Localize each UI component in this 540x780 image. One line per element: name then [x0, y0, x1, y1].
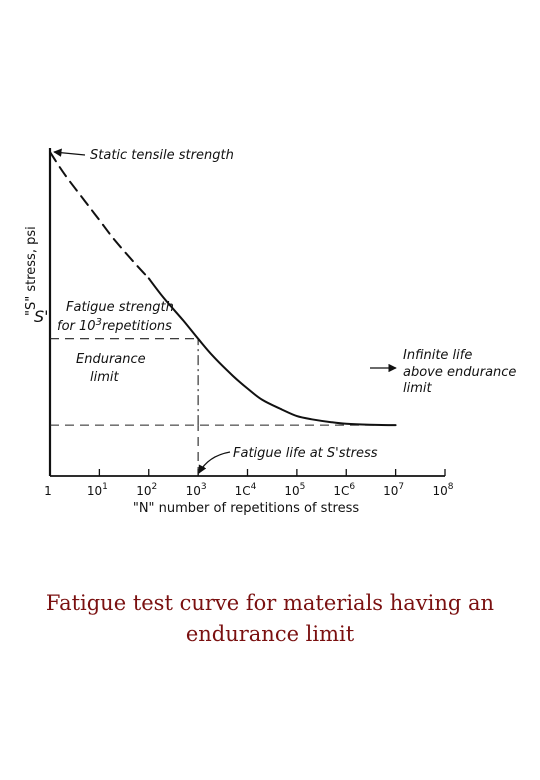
x-tick-base-1: 10 — [87, 484, 102, 498]
x-tick-base-8: 10 — [432, 484, 447, 498]
y-axis-label: "S" stress, psi — [24, 226, 39, 316]
fatigue-strength-pre: for 10 — [57, 319, 96, 334]
figure-caption: Fatigue test curve for materials having … — [45, 591, 495, 646]
x-tick-exponent-6: 6 — [349, 482, 355, 492]
x-tick-label-5: 105 — [284, 482, 305, 498]
fatigue-strength-post: repetitions — [102, 319, 172, 334]
x-tick-base-4: 1C — [235, 484, 251, 498]
x-tick-exponent-3: 3 — [201, 482, 207, 492]
x-tick-exponent-2: 2 — [152, 482, 158, 492]
static-tensile-label: Static tensile strength — [90, 148, 234, 163]
x-tick-label-4: 1C4 — [235, 482, 257, 498]
x-tick-base-3: 10 — [186, 484, 201, 498]
fatigue-curve — [49, 151, 397, 427]
x-tick-base-7: 10 — [383, 484, 398, 498]
x-tick-label-1: 101 — [87, 482, 108, 498]
fatigue-life-label: Fatigue life at S'stress — [233, 446, 378, 461]
x-tick-label-7: 107 — [383, 482, 404, 498]
x-tick-exponent-1: 1 — [102, 482, 108, 492]
x-tick-label-6: 1C6 — [333, 482, 355, 498]
fatigue-strength-exp: 3 — [96, 317, 102, 328]
y-axis-symbol: S' — [34, 307, 49, 326]
curve-series-0 — [49, 151, 150, 280]
fatigue-strength-label-line2: for 103repetitions — [57, 317, 172, 334]
x-tick-base-2: 10 — [136, 484, 151, 498]
x-tick-exponent-5: 5 — [300, 482, 306, 492]
infinite-life-label-line1: Infinite life — [403, 348, 472, 363]
x-tick-exponent-7: 7 — [398, 482, 404, 492]
fatigue-strength-label-line1: Fatigue strength — [66, 300, 174, 315]
x-tick-label-2: 102 — [136, 482, 157, 498]
endurance-label-line2: limit — [90, 370, 119, 385]
x-tick-label-3: 103 — [186, 482, 207, 498]
infinite-life-label-line3: limit — [403, 381, 432, 396]
x-axis-label: "N" number of repetitions of stress — [133, 501, 360, 516]
fatigue-life-arrow — [198, 451, 231, 474]
static-tensile-arrow — [53, 148, 86, 157]
x-axis-ticks: 1 101 102 103 1C4 105 1C6 107 108 — [44, 469, 454, 498]
x-tick-base-6: 1C — [333, 484, 349, 498]
endurance-label-line1: Endurance — [76, 352, 146, 367]
x-tick-exponent-4: 4 — [251, 482, 257, 492]
x-tick-base-5: 10 — [284, 484, 299, 498]
x-tick-label-8: 108 — [432, 482, 453, 498]
reference-lines — [50, 338, 396, 476]
x-tick-exponent-8: 8 — [448, 482, 454, 492]
fatigue-chart: 1 101 102 103 1C4 105 1C6 107 108 "S" stress, ps… — [24, 148, 516, 516]
x-tick-label-0: 1 — [44, 484, 52, 498]
curve-series-1 — [147, 277, 397, 427]
infinite-life-label-line2: above endurance — [403, 365, 516, 380]
x-tick-base-0: 1 — [44, 484, 52, 498]
